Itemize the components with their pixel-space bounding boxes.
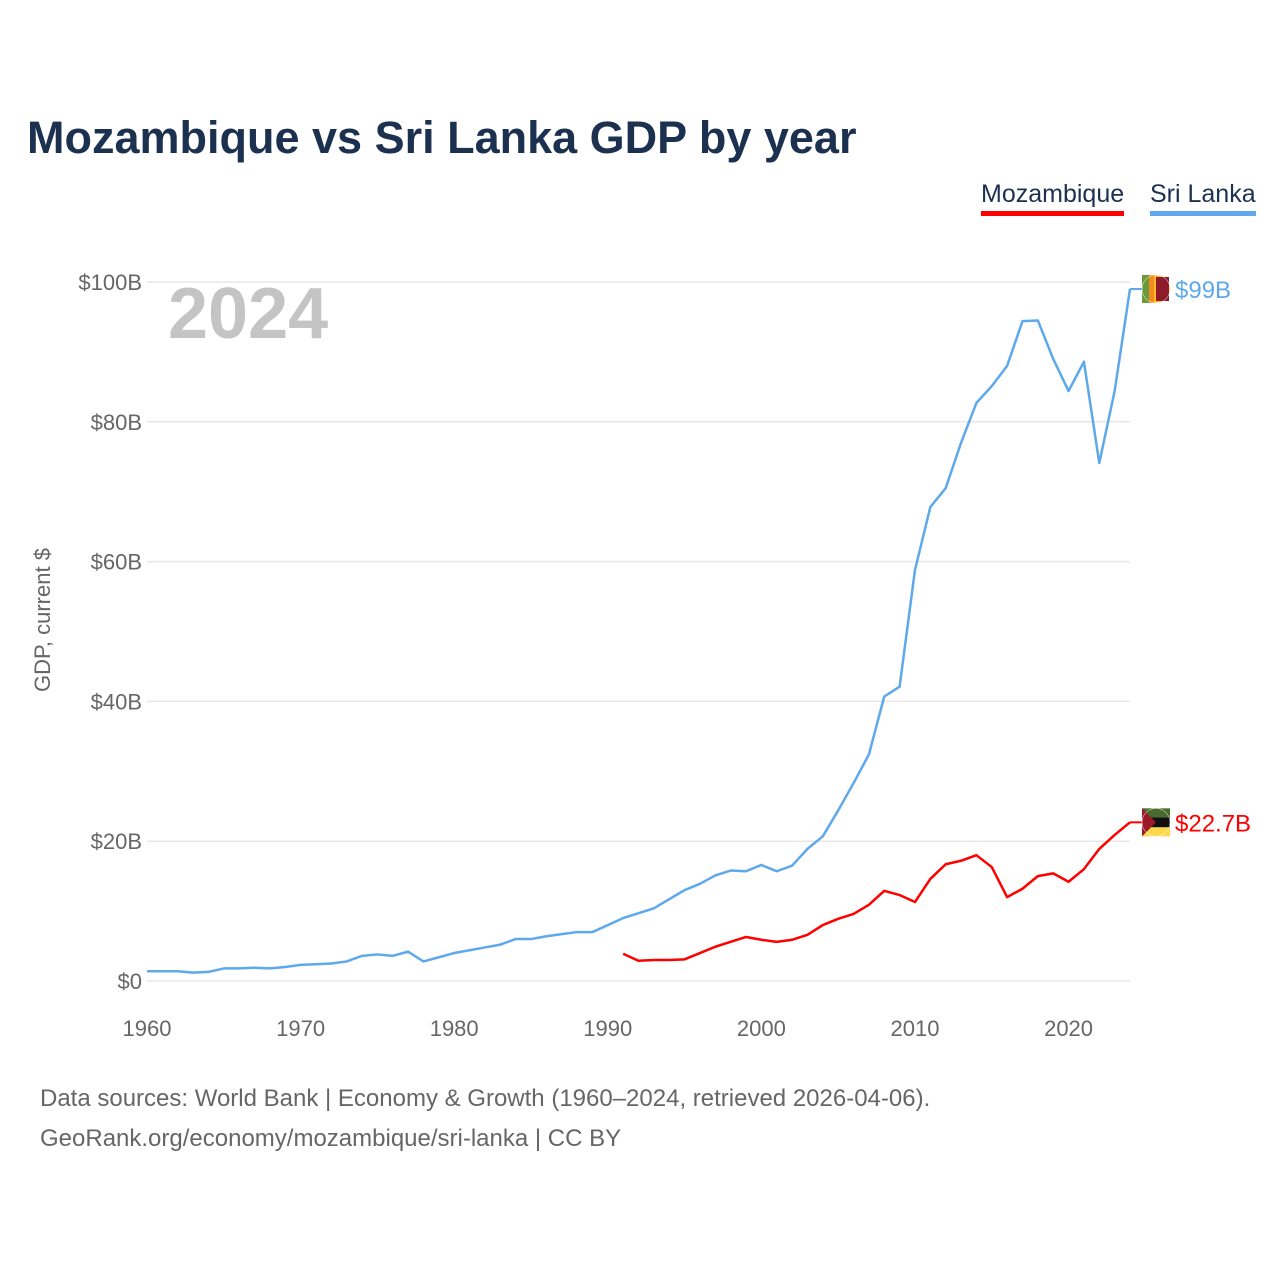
year-label: 2024 <box>168 274 328 354</box>
y-tick-label: $0 <box>118 969 142 994</box>
x-tick-label: 1990 <box>583 1016 632 1041</box>
footer-link[interactable]: GeoRank.org/economy/mozambique/sri-lanka… <box>40 1125 622 1152</box>
series-line-sri-lanka <box>147 288 1132 974</box>
x-tick-label: 1970 <box>276 1016 325 1041</box>
legend-mozambique[interactable]: Mozambique <box>981 180 1125 216</box>
series-line-mozambique <box>622 821 1131 962</box>
x-tick-label: 2010 <box>890 1016 939 1041</box>
y-tick-label: $80B <box>91 410 142 435</box>
sri-lanka-flag-icon <box>1141 274 1171 304</box>
end-value-label: $22.7B <box>1175 810 1251 837</box>
y-tick-label: $40B <box>91 689 142 714</box>
legend-sri-lanka[interactable]: Sri Lanka <box>1150 180 1256 216</box>
y-tick-label: $20B <box>91 829 142 854</box>
x-tick-label: 1960 <box>123 1016 172 1041</box>
footer-sources: Data sources: World Bank | Economy & Gro… <box>40 1085 931 1112</box>
end-value-label: $99B <box>1175 277 1231 304</box>
chart-title: Mozambique vs Sri Lanka GDP by year <box>27 112 857 163</box>
x-tick-label: 2000 <box>737 1016 786 1041</box>
y-tick-label: $60B <box>91 550 142 575</box>
x-tick-label: 1980 <box>430 1016 479 1041</box>
y-tick-label: $100B <box>78 270 142 295</box>
y-axis-label: GDP, current $ <box>30 548 55 692</box>
x-tick-label: 2020 <box>1044 1016 1093 1041</box>
mozambique-flag-icon <box>1141 808 1171 837</box>
